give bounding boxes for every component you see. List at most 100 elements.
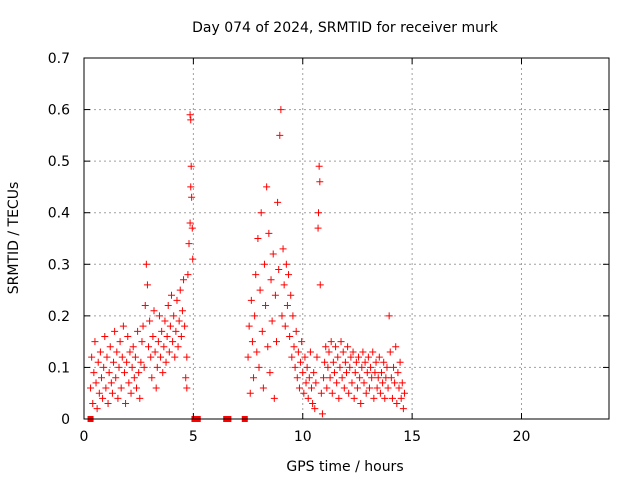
data-point <box>300 389 308 397</box>
y-tick-label: 0.4 <box>48 206 70 222</box>
data-point <box>112 374 120 382</box>
data-point <box>274 198 282 206</box>
data-point <box>297 358 305 366</box>
data-point <box>129 343 137 351</box>
data-point <box>169 338 177 346</box>
data-point <box>299 369 307 377</box>
data-point <box>367 363 375 371</box>
data-point <box>273 338 280 346</box>
data-point <box>291 363 299 371</box>
data-point <box>133 384 140 392</box>
data-point <box>288 353 296 361</box>
data-point <box>306 348 314 356</box>
data-point <box>294 348 302 356</box>
data-point <box>304 394 312 402</box>
data-point <box>301 353 309 361</box>
data-point <box>328 389 336 397</box>
data-point <box>105 369 113 377</box>
data-point <box>256 286 264 294</box>
data-point <box>349 348 357 356</box>
data-point <box>87 384 95 392</box>
data-point <box>253 348 261 356</box>
data-point <box>136 394 144 402</box>
y-tick-label: 0.7 <box>48 51 70 67</box>
data-point <box>333 379 341 387</box>
data-point <box>343 369 350 377</box>
data-point <box>351 369 359 377</box>
data-point <box>392 343 400 351</box>
data-point <box>370 394 378 402</box>
x-tick-label: 20 <box>513 429 531 445</box>
data-point <box>160 343 168 351</box>
data-point <box>289 312 297 320</box>
data-point <box>188 224 196 232</box>
data-point <box>393 400 401 408</box>
data-point <box>350 394 358 402</box>
data-point <box>335 394 343 402</box>
data-point <box>140 363 148 371</box>
data-point <box>186 111 194 119</box>
data-point <box>159 369 167 377</box>
ticks-layer: 0 0.1 0.2 0.3 0.4 0.5 0.6 0.7 0 5 10 15 20 <box>48 51 609 445</box>
data-point <box>93 405 101 413</box>
data-point <box>325 348 333 356</box>
plot-frame <box>83 57 610 420</box>
data-point <box>260 260 268 268</box>
x-tick-label: 5 <box>189 429 198 445</box>
grid-layer <box>84 58 609 419</box>
data-point <box>178 307 186 315</box>
data-point <box>323 384 331 392</box>
data-point <box>257 209 265 217</box>
data-point <box>130 374 138 382</box>
data-point <box>293 374 301 382</box>
data-point <box>397 394 405 402</box>
data-point <box>280 281 288 289</box>
data-point <box>246 389 254 397</box>
data-point <box>346 363 354 371</box>
data-point <box>279 245 287 253</box>
data-point <box>302 379 310 387</box>
data-point <box>282 260 290 268</box>
data-point <box>262 302 270 310</box>
data-point <box>125 379 133 387</box>
data-point <box>292 327 300 335</box>
data-point <box>326 374 334 382</box>
data-point <box>396 358 404 366</box>
data-point <box>182 374 190 382</box>
data-point <box>263 183 271 191</box>
data-point <box>269 250 277 258</box>
data-point <box>259 384 267 392</box>
y-tick-label: 0 <box>61 412 70 428</box>
data-point <box>245 322 253 330</box>
data-point <box>107 379 115 387</box>
data-point <box>283 302 291 310</box>
data-point <box>320 374 328 382</box>
data-point <box>254 235 262 242</box>
data-point <box>369 348 377 356</box>
data-point <box>308 384 315 392</box>
data-point <box>399 405 407 413</box>
data-point <box>171 353 179 361</box>
data-point <box>247 296 255 304</box>
data-point <box>101 332 109 340</box>
data-point <box>309 400 317 408</box>
data-point <box>314 224 322 232</box>
data-point <box>360 379 368 387</box>
data-point <box>153 363 161 371</box>
data-point <box>276 131 284 139</box>
data-point <box>379 379 387 387</box>
data-point <box>116 338 124 346</box>
data-point <box>386 348 394 356</box>
data-point <box>295 384 303 392</box>
data-point <box>337 338 345 346</box>
y-tick-label: 0.2 <box>48 309 70 325</box>
data-point <box>383 363 391 371</box>
data-point <box>120 369 128 377</box>
data-point <box>177 332 185 340</box>
data-point <box>181 322 189 330</box>
data-point <box>345 389 353 397</box>
data-point <box>115 363 123 371</box>
data-point <box>285 271 293 279</box>
data-point <box>381 394 389 402</box>
data-point <box>356 374 364 382</box>
